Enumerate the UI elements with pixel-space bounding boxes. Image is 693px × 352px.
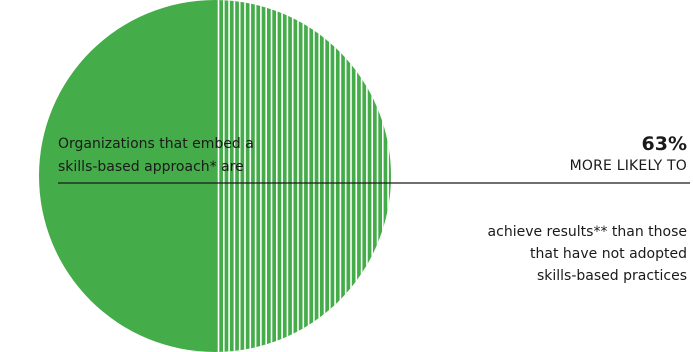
pie-slice-striped — [215, 0, 391, 352]
statement-line-1: Organizations that embed a — [58, 136, 254, 152]
description-line-1: achieve results** than those — [487, 224, 687, 240]
stat-label: MORE LIKELY TO — [569, 158, 687, 174]
stat-percentage: 63% — [641, 133, 687, 155]
statement-line-2: skills-based approach* are — [58, 159, 244, 175]
pie-slice-solid — [39, 0, 215, 352]
description-line-2: that have not adopted — [530, 246, 687, 262]
description-line-3: skills-based practices — [536, 268, 687, 284]
